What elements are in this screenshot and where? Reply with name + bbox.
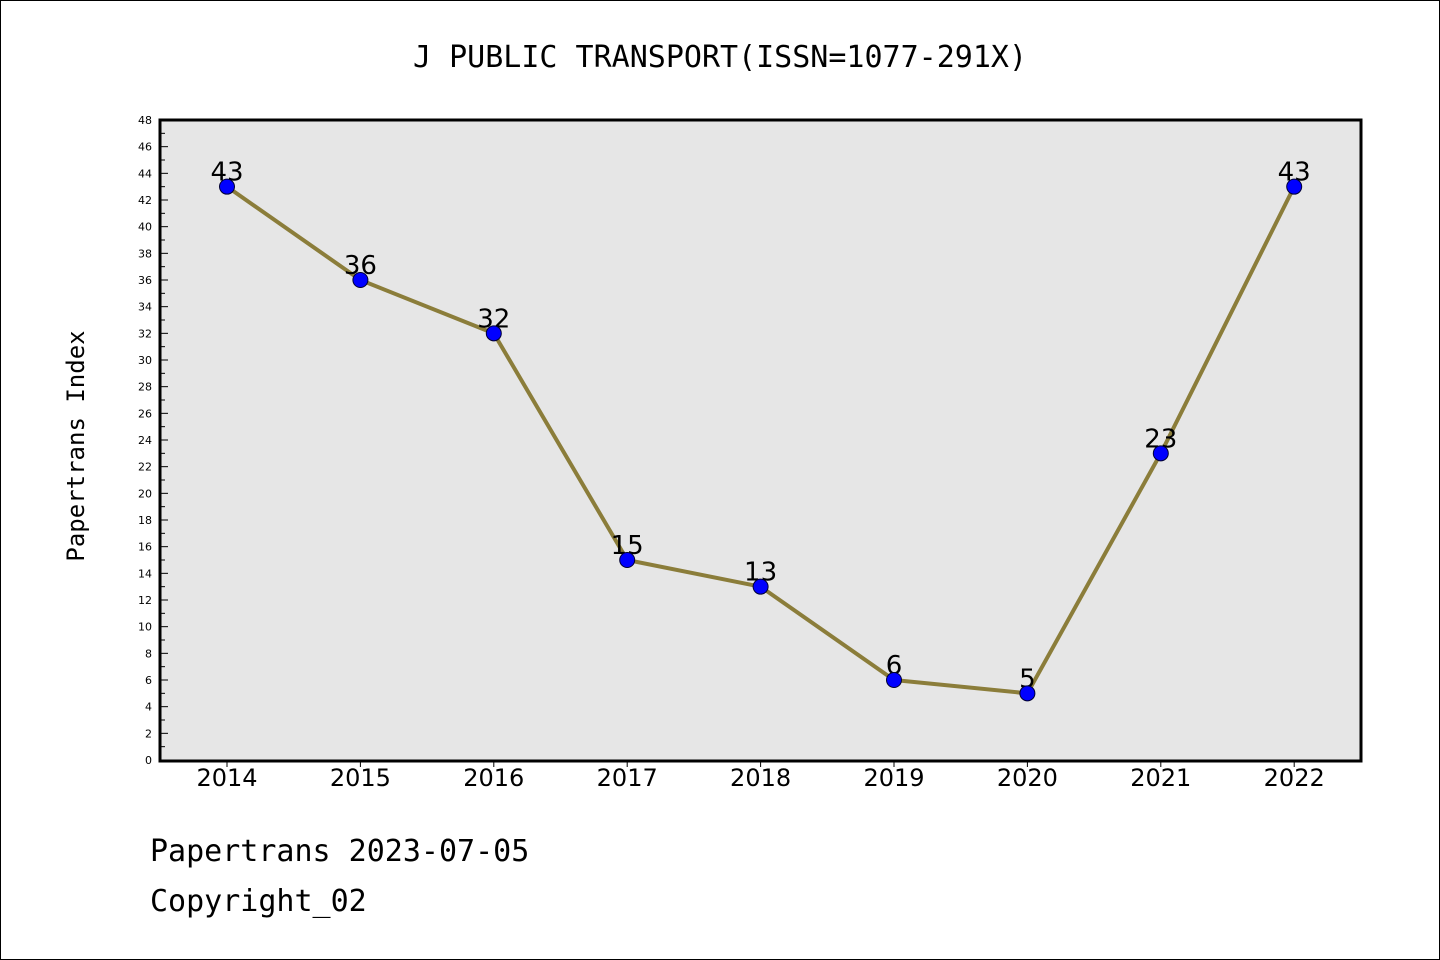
y-tick-label: 20 [138,487,152,500]
y-tick-label: 8 [145,647,152,660]
data-point [1152,445,1169,462]
y-tick-label: 12 [138,594,152,607]
data-point [1019,685,1036,702]
data-point [485,325,502,342]
y-tick-label: 38 [138,247,152,260]
x-tick-label: 2016 [463,764,524,792]
y-tick-label: 4 [145,701,152,714]
footer-copyright: Copyright_02 [150,884,367,919]
y-tick-label: 32 [138,327,152,340]
data-markers [219,178,1303,702]
x-tick-label: 2014 [196,764,257,792]
y-tick-label: 30 [138,354,152,367]
y-tick-label: 2 [145,727,152,740]
plot-border [158,118,1363,763]
data-point [752,578,769,595]
y-tick-label: 46 [138,141,152,154]
y-tick-label: 34 [138,301,152,314]
data-point [886,672,902,688]
data-point [352,272,369,288]
chart-title: J PUBLIC TRANSPORT(ISSN=1077-291X) [413,40,1027,75]
x-tick-label: 2019 [863,764,924,792]
data-point [1286,178,1303,195]
y-tick-label: 18 [138,514,152,527]
y-tick-label: 16 [138,541,152,554]
data-point [619,552,636,568]
y-axis-label: Papertrans Index [62,330,90,561]
y-tick-label: 48 [138,114,152,127]
x-tick-label: 2022 [1264,764,1325,792]
data-point [219,178,235,195]
y-tick-label: 14 [138,567,152,580]
x-tick-label: 2017 [597,764,658,792]
axis-ticks: 0246810121416182022242628303234363840424… [138,114,1325,792]
y-tick-label: 6 [145,674,152,687]
y-tick-label: 44 [138,167,152,180]
y-tick-label: 40 [138,221,152,234]
plot-area [160,120,1361,761]
x-tick-label: 2018 [730,764,791,792]
y-tick-label: 36 [138,274,152,287]
x-tick-label: 2015 [330,764,391,792]
y-tick-label: 10 [138,621,152,634]
y-tick-label: 28 [138,381,152,394]
y-tick-label: 22 [138,461,152,474]
x-tick-label: 2021 [1130,764,1191,792]
y-tick-label: 42 [138,194,152,207]
footer-date: Papertrans 2023-07-05 [150,834,530,869]
y-tick-label: 0 [145,754,152,767]
x-tick-label: 2020 [997,764,1058,792]
y-tick-label: 24 [138,434,152,447]
y-tick-label: 26 [138,407,152,420]
